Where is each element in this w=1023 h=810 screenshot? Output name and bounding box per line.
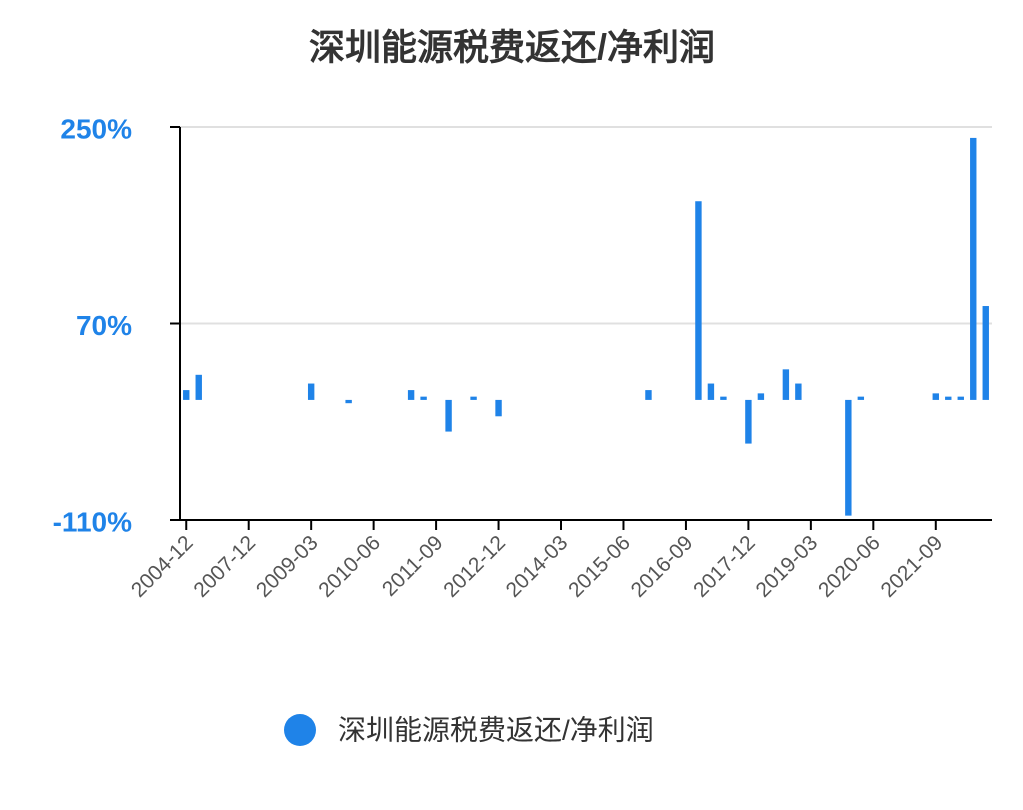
bar [745,399,752,444]
bar [307,383,315,400]
x-tick-label: 2021-09 [876,531,947,602]
bar [932,393,939,400]
bar [345,399,352,404]
bar [970,137,977,400]
x-tick-label: 2011-09 [378,531,448,601]
x-tick-label: 2014-03 [502,531,573,602]
bar [857,396,865,400]
x-tick-label: 2016-09 [627,531,698,602]
bar [982,306,989,400]
x-tick-label: 2020-06 [814,531,885,602]
bar [495,399,502,417]
bar [707,383,715,400]
bar [183,390,190,400]
bar [645,390,652,400]
bar [407,390,415,400]
bar [845,399,852,516]
x-tick-label: 2019-03 [752,531,823,602]
bar [420,396,427,400]
x-tick-label: 2015-06 [564,531,635,602]
bar [782,369,790,400]
bar [720,396,727,400]
y-tick-label: -110% [53,506,132,537]
y-tick-label: 250% [60,113,132,144]
chart-title: 深圳能源税费返还/净利润 [309,27,715,68]
bar [195,374,202,400]
bar [445,399,452,432]
x-tick-label: 2009-03 [252,531,323,602]
legend-marker [284,714,316,746]
x-tick-label: 2010-06 [314,531,385,602]
legend-label: 深圳能源税费返还/净利润 [338,714,654,745]
bar [957,396,964,400]
bar [470,396,477,400]
bar [757,393,765,400]
bar [945,396,952,400]
bar [695,201,702,400]
x-tick-label: 2004-12 [127,531,198,602]
x-tick-label: 2017-12 [689,531,760,602]
x-tick-label: 2012-12 [439,531,510,602]
x-tick-label: 2007-12 [189,531,260,602]
y-tick-label: 70% [76,310,132,341]
bar [795,383,802,400]
